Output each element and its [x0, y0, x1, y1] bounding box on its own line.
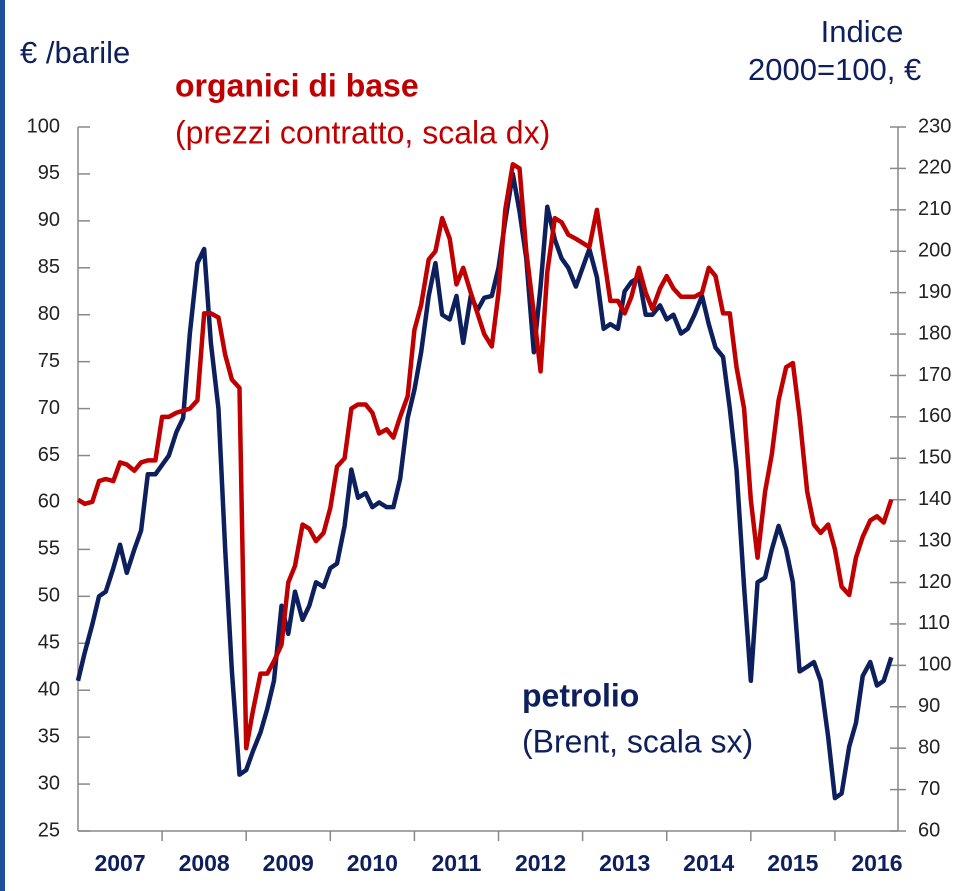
- y2-axis-title: 2000=100, €: [748, 52, 921, 87]
- x-tick-label: 2007: [94, 850, 145, 876]
- x-tick-label: 2011: [432, 850, 482, 876]
- y-tick-label: 85: [38, 256, 60, 278]
- x-tick-label: 2016: [851, 850, 902, 876]
- y-tick-label: 65: [38, 444, 60, 466]
- y2-axis-title: Indice: [821, 14, 904, 49]
- x-tick-label: 2014: [683, 850, 734, 876]
- y2-tick-label: 60: [918, 819, 940, 841]
- y-tick-label: 75: [38, 350, 60, 372]
- y-tick-label: 100: [27, 115, 60, 137]
- y2-tick-label: 120: [918, 571, 951, 593]
- y2-tick-label: 200: [918, 240, 951, 262]
- x-tick-label: 2013: [599, 850, 650, 876]
- y-tick-label: 55: [38, 538, 60, 560]
- x-tick-label: 2012: [515, 850, 566, 876]
- y-tick-label: 30: [38, 772, 60, 794]
- y-tick-label: 70: [38, 397, 60, 419]
- series-line: [75, 171, 894, 801]
- y2-tick-label: 110: [918, 612, 950, 634]
- y-tick-label: 95: [38, 162, 60, 184]
- y-tick-label: 25: [38, 819, 60, 841]
- y2-tick-label: 100: [918, 654, 951, 676]
- y-tick-label: 80: [38, 303, 60, 325]
- x-tick-label: 2009: [263, 850, 314, 876]
- y2-tick-label: 220: [918, 157, 951, 179]
- y2-tick-label: 210: [918, 198, 951, 220]
- y2-tick-label: 130: [918, 529, 951, 551]
- y2-tick-label: 180: [918, 322, 951, 344]
- side-strip: [0, 0, 5, 891]
- series-line: [76, 162, 894, 751]
- annotation: (prezzi contratto, scala dx): [175, 114, 550, 150]
- y2-tick-label: 150: [918, 447, 951, 469]
- y2-tick-label: 230: [918, 115, 951, 137]
- annotation: petrolio: [522, 677, 639, 713]
- y-tick-label: 45: [38, 632, 60, 654]
- y2-tick-label: 70: [918, 778, 940, 800]
- y2-tick-label: 140: [918, 488, 951, 510]
- y2-tick-label: 170: [918, 364, 951, 386]
- y2-tick-label: 80: [918, 736, 940, 758]
- x-tick-label: 2015: [767, 850, 818, 876]
- y2-tick-label: 190: [918, 281, 951, 303]
- y2-tick-label: 160: [918, 405, 951, 427]
- x-tick-label: 2008: [179, 850, 230, 876]
- y-tick-label: 60: [38, 491, 60, 513]
- y-tick-label: 35: [38, 725, 60, 747]
- y-tick-label: 50: [38, 585, 60, 607]
- y-axis-title: € /barile: [20, 35, 130, 70]
- y-tick-label: 40: [38, 678, 60, 700]
- x-tick-label: 2010: [347, 850, 398, 876]
- annotation: (Brent, scala sx): [522, 723, 753, 759]
- y-tick-label: 90: [38, 209, 60, 231]
- y2-tick-label: 90: [918, 695, 940, 717]
- annotation: organici di base: [175, 67, 419, 103]
